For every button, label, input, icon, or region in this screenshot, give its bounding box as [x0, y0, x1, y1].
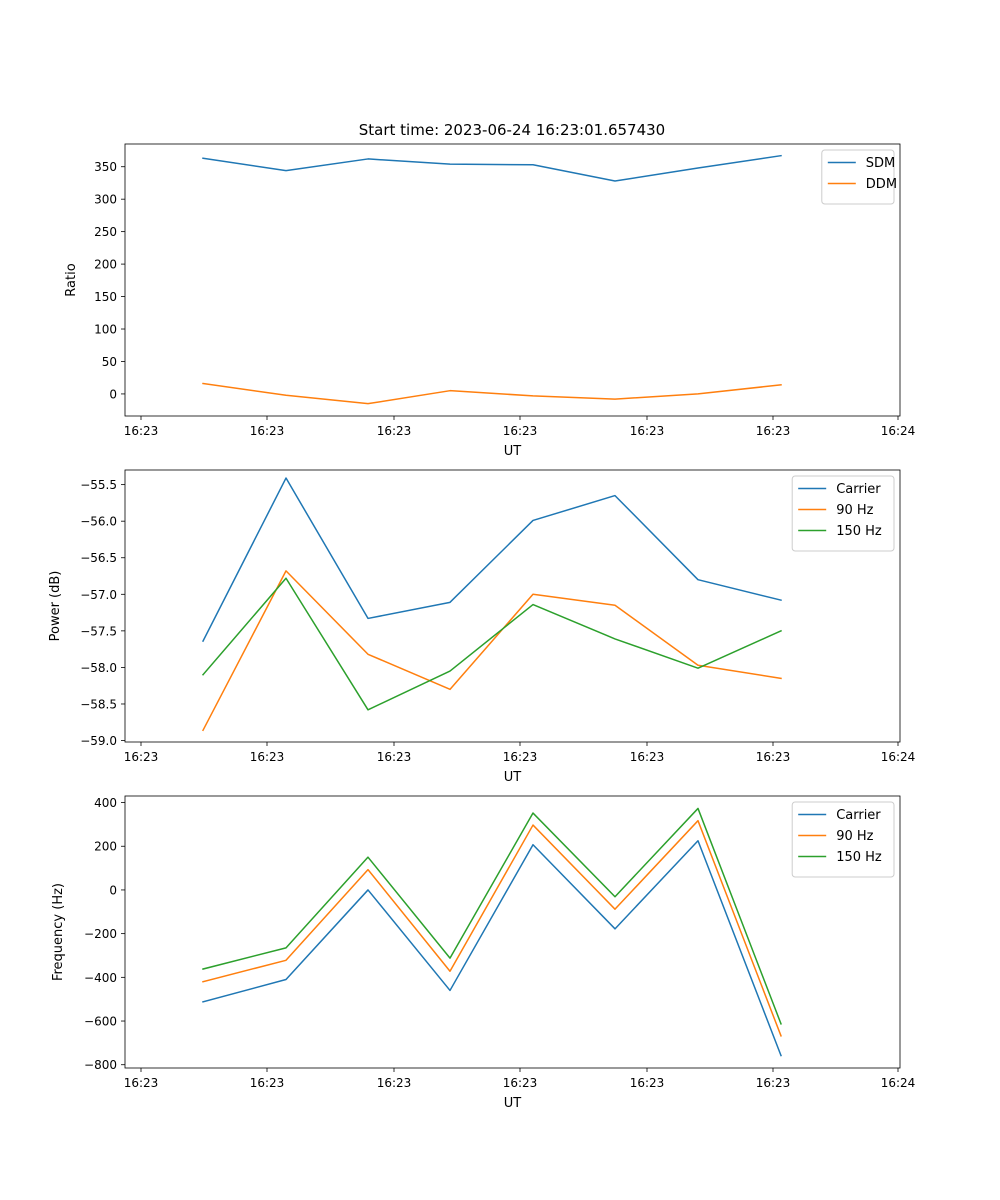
- y-tick-label: 100: [94, 323, 117, 337]
- y-tick-label: −400: [84, 971, 117, 985]
- y-tick-label: −57.0: [80, 588, 117, 602]
- x-tick-label: 16:23: [377, 1076, 412, 1090]
- x-tick-label: 16:23: [250, 424, 285, 438]
- y-axis-label: Ratio: [64, 263, 79, 296]
- y-tick-label: −600: [84, 1015, 117, 1029]
- y-tick-label: 200: [94, 840, 117, 854]
- chart-panel-3: 16:23 16:23 16:23 16:23 16:23 16:23 16:24 −800 −…: [51, 795, 916, 1111]
- x-axis-label: UT: [504, 444, 522, 459]
- legend: SDM DDM: [821, 149, 897, 205]
- legend: Carrier 90 Hz 150 Hz: [791, 475, 895, 552]
- y-tick-label: 350: [94, 160, 117, 174]
- x-tick-label: 16:23: [124, 1076, 159, 1090]
- y-tick-label: −56.0: [80, 515, 117, 529]
- series-line-carrier: [201, 477, 782, 643]
- x-tick-label: 16:23: [630, 424, 665, 438]
- legend-label: 150 Hz: [836, 524, 882, 539]
- y-tick-label: 300: [94, 193, 117, 207]
- axes-frame: [124, 795, 901, 1069]
- legend-label: Carrier: [836, 482, 881, 497]
- chart-panel-2: 16:23 16:23 16:23 16:23 16:23 16:23 16:24 −59.0…: [48, 469, 916, 785]
- legend-label: Carrier: [836, 808, 881, 823]
- legend-label: 90 Hz: [836, 503, 873, 518]
- legend-label: DDM: [866, 177, 897, 192]
- y-tick-label: −58.5: [80, 697, 117, 711]
- legend-label: 150 Hz: [836, 850, 882, 865]
- x-tick-label: 16:23: [377, 750, 412, 764]
- y-tick-label: 250: [94, 225, 117, 239]
- y-axis-label: Frequency (Hz): [51, 883, 66, 981]
- y-tick-label: 200: [94, 258, 117, 272]
- x-tick-label: 16:24: [881, 424, 916, 438]
- series-line-sdm: [202, 154, 782, 182]
- x-tick-label: 16:23: [124, 424, 159, 438]
- x-tick-label: 16:24: [881, 750, 916, 764]
- x-axis-label: UT: [504, 770, 522, 785]
- series-line-ddm: [202, 382, 782, 405]
- y-axis-label: Power (dB): [48, 571, 63, 642]
- legend-label: 90 Hz: [836, 829, 873, 844]
- y-tick-label: −55.5: [80, 478, 117, 492]
- y-tick-label: −59.0: [80, 734, 117, 748]
- x-tick-label: 16:23: [756, 424, 791, 438]
- x-tick-label: 16:23: [630, 1076, 665, 1090]
- x-tick-label: 16:23: [756, 750, 791, 764]
- series-line-90-hz: [202, 819, 782, 1037]
- x-tick-label: 16:24: [881, 1076, 916, 1090]
- x-tick-label: 16:23: [503, 750, 538, 764]
- y-tick-label: 0: [109, 883, 117, 897]
- x-tick-label: 16:23: [250, 1076, 285, 1090]
- axes-frame: [124, 469, 901, 743]
- y-tick-label: −56.5: [80, 551, 117, 565]
- y-tick-label: 50: [102, 355, 117, 369]
- x-tick-label: 16:23: [503, 424, 538, 438]
- legend: Carrier 90 Hz 150 Hz: [791, 801, 895, 878]
- legend-box: [791, 801, 895, 878]
- figure-title: Start time: 2023-06-24 16:23:01.657430: [359, 121, 665, 139]
- series-line-carrier: [202, 840, 782, 1057]
- legend-label: SDM: [866, 156, 895, 171]
- y-tick-label: 400: [94, 796, 117, 810]
- y-tick-label: −200: [84, 927, 117, 941]
- series-line-150-hz: [201, 577, 782, 711]
- y-tick-label: 0: [109, 387, 117, 401]
- x-axis-label: UT: [504, 1096, 522, 1111]
- legend-box: [791, 475, 895, 552]
- chart-panel-1: 16:23 16:23 16:23 16:23 16:23 16:23 16:24 0 50 10…: [64, 143, 916, 459]
- y-tick-label: 150: [94, 290, 117, 304]
- x-tick-label: 16:23: [630, 750, 665, 764]
- x-tick-label: 16:23: [503, 1076, 538, 1090]
- y-tick-label: −57.5: [80, 624, 117, 638]
- series-line-150-hz: [202, 807, 782, 1025]
- x-tick-label: 16:23: [756, 1076, 791, 1090]
- x-tick-label: 16:23: [250, 750, 285, 764]
- y-tick-label: −58.0: [80, 661, 117, 675]
- axes-frame: [124, 143, 901, 417]
- y-tick-label: −800: [84, 1058, 117, 1072]
- x-tick-label: 16:23: [377, 424, 412, 438]
- series-line-90-hz: [201, 570, 782, 732]
- legend-box: [821, 149, 895, 205]
- x-tick-label: 16:23: [124, 750, 159, 764]
